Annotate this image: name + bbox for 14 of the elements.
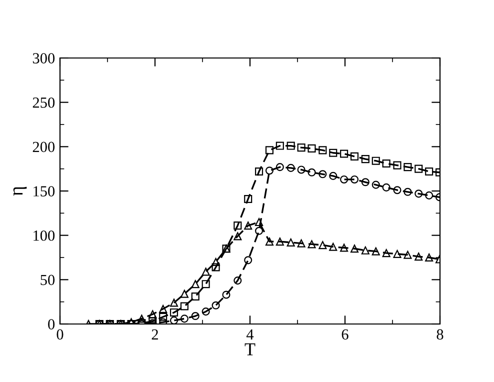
y-tick-label: 200 — [32, 142, 55, 152]
x-tick-label: 2 — [152, 329, 158, 340]
x-tick-label: 6 — [342, 329, 348, 340]
y-tick-label: 150 — [34, 186, 55, 196]
y-tick-label: 0 — [48, 319, 55, 330]
y-tick-label: 300 — [32, 53, 55, 64]
x-tick-label: 8 — [436, 329, 444, 340]
y-tick-label: 50 — [40, 274, 55, 286]
y-axis-title: η — [13, 186, 27, 196]
x-tick-label: 4 — [246, 329, 254, 340]
y-tick-label: 250 — [32, 97, 55, 108]
y-tick-label: 100 — [34, 230, 55, 241]
x-tick-label: 0 — [56, 329, 64, 340]
x-axis-title: T — [244, 343, 256, 356]
